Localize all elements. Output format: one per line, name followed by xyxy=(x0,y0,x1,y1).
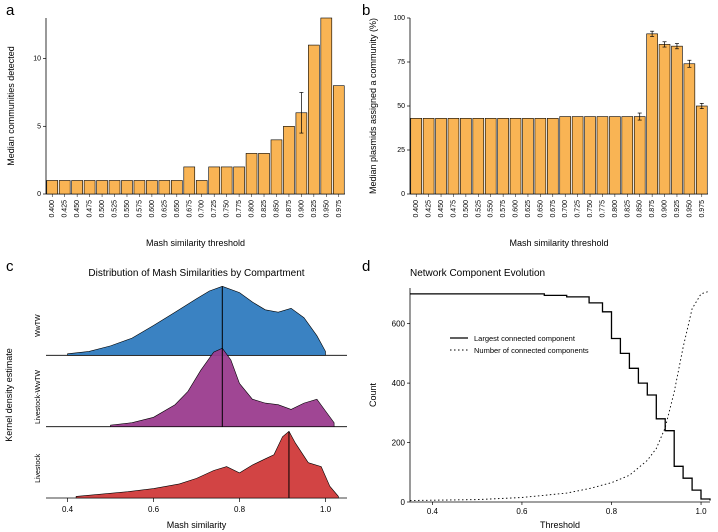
svg-text:Kernel density estimate: Kernel density estimate xyxy=(4,348,14,442)
svg-text:0.600: 0.600 xyxy=(513,200,520,218)
svg-text:0.400: 0.400 xyxy=(49,200,56,218)
svg-text:0.725: 0.725 xyxy=(575,200,582,218)
svg-text:0.775: 0.775 xyxy=(599,200,606,218)
svg-text:0.700: 0.700 xyxy=(199,200,206,218)
svg-text:0.8: 0.8 xyxy=(606,507,618,516)
svg-text:0.8: 0.8 xyxy=(234,505,246,514)
chart-b: 0 25 50 75 100 0.400 0.425 0.450 0.475 0.500 0.525… xyxy=(360,0,718,252)
svg-text:Livestock: Livestock xyxy=(35,453,42,483)
svg-text:0.975: 0.975 xyxy=(699,200,706,218)
svg-text:0.975: 0.975 xyxy=(336,200,343,218)
svg-text:0.550: 0.550 xyxy=(488,200,495,218)
svg-text:Mash similarity threshold: Mash similarity threshold xyxy=(509,238,608,248)
svg-text:0.875: 0.875 xyxy=(649,200,656,218)
svg-text:0.575: 0.575 xyxy=(500,200,507,218)
svg-text:Mash similarity threshold: Mash similarity threshold xyxy=(146,238,245,248)
svg-text:400: 400 xyxy=(392,379,406,388)
svg-text:0.950: 0.950 xyxy=(323,200,330,218)
svg-text:0: 0 xyxy=(401,498,406,507)
svg-text:1.0: 1.0 xyxy=(695,507,707,516)
svg-text:0.525: 0.525 xyxy=(475,200,482,218)
svg-text:0.650: 0.650 xyxy=(174,200,181,218)
svg-text:0.750: 0.750 xyxy=(224,200,231,218)
svg-text:Largest connected component: Largest connected component xyxy=(474,334,576,343)
svg-text:75: 75 xyxy=(397,59,405,66)
svg-text:0.675: 0.675 xyxy=(186,200,193,218)
svg-text:0.525: 0.525 xyxy=(112,200,119,218)
svg-text:25: 25 xyxy=(397,147,405,154)
svg-text:0.825: 0.825 xyxy=(261,200,268,218)
svg-text:0.450: 0.450 xyxy=(438,200,445,218)
svg-text:Median plasmids assigned a com: Median plasmids assigned a community (%) xyxy=(368,18,378,194)
chart-c: Distribution of Mash Similarities by Com… xyxy=(0,258,355,532)
svg-text:0.6: 0.6 xyxy=(148,505,160,514)
svg-text:Number of connected components: Number of connected components xyxy=(474,346,589,355)
svg-text:0.850: 0.850 xyxy=(637,200,644,218)
svg-text:200: 200 xyxy=(392,439,406,448)
svg-text:0.625: 0.625 xyxy=(525,200,532,218)
svg-text:0.500: 0.500 xyxy=(99,200,106,218)
panel-a-label: a xyxy=(6,2,14,19)
svg-text:Count: Count xyxy=(368,383,378,408)
svg-text:50: 50 xyxy=(397,103,405,110)
svg-text:10: 10 xyxy=(33,56,41,63)
svg-text:0.850: 0.850 xyxy=(273,200,280,218)
chart-d: Network Component Evolution 0 200 400 600 0.4… xyxy=(360,258,718,532)
svg-text:0.900: 0.900 xyxy=(298,200,305,218)
svg-text:Distribution of Mash Similarit: Distribution of Mash Similarities by Com… xyxy=(88,268,304,279)
svg-text:5: 5 xyxy=(37,123,41,130)
svg-text:0.800: 0.800 xyxy=(249,200,256,218)
svg-text:Mash similarity: Mash similarity xyxy=(167,520,227,530)
svg-text:0.4: 0.4 xyxy=(62,505,74,514)
svg-text:0.450: 0.450 xyxy=(74,200,81,218)
svg-text:0.4: 0.4 xyxy=(427,507,439,516)
svg-text:100: 100 xyxy=(393,15,405,22)
svg-text:Median communities detected: Median communities detected xyxy=(6,46,16,166)
svg-text:0.425: 0.425 xyxy=(62,200,69,218)
panel-d-label: d xyxy=(362,258,370,275)
panel-c: c Distribution of Mash Similarities by C… xyxy=(0,258,355,532)
svg-text:0.6: 0.6 xyxy=(516,507,528,516)
panel-b-label: b xyxy=(362,2,370,19)
svg-text:0.650: 0.650 xyxy=(537,200,544,218)
svg-text:Network Component Evolution: Network Component Evolution xyxy=(410,268,545,279)
panel-b: b 0 25 50 75 100 0.400 0.425 0.450 0.475 0.500 0.5… xyxy=(360,0,718,252)
svg-text:0.900: 0.900 xyxy=(662,200,669,218)
svg-text:0.950: 0.950 xyxy=(686,200,693,218)
svg-text:0: 0 xyxy=(401,191,405,198)
svg-text:0.825: 0.825 xyxy=(624,200,631,218)
svg-text:0.550: 0.550 xyxy=(124,200,131,218)
svg-text:600: 600 xyxy=(392,320,406,329)
svg-text:0.875: 0.875 xyxy=(286,200,293,218)
svg-text:0.700: 0.700 xyxy=(562,200,569,218)
svg-text:0.475: 0.475 xyxy=(87,200,94,218)
svg-text:0.475: 0.475 xyxy=(450,200,457,218)
svg-text:0: 0 xyxy=(37,191,41,198)
svg-text:0.625: 0.625 xyxy=(161,200,168,218)
svg-text:0.925: 0.925 xyxy=(311,200,318,218)
panel-c-label: c xyxy=(6,258,14,275)
svg-text:0.725: 0.725 xyxy=(211,200,218,218)
svg-text:0.800: 0.800 xyxy=(612,200,619,218)
svg-text:0.425: 0.425 xyxy=(426,200,433,218)
svg-text:0.600: 0.600 xyxy=(149,200,156,218)
svg-text:0.575: 0.575 xyxy=(136,200,143,218)
svg-text:1.0: 1.0 xyxy=(320,505,332,514)
svg-text:WwTW: WwTW xyxy=(35,314,42,337)
panel-a: a 0 5 10 0.400 0.425 0.450 0.475 0.500 0.525 0.55… xyxy=(0,0,355,252)
svg-text:0.500: 0.500 xyxy=(463,200,470,218)
svg-text:0.925: 0.925 xyxy=(674,200,681,218)
svg-text:0.400: 0.400 xyxy=(413,200,420,218)
chart-a: 0 5 10 0.400 0.425 0.450 0.475 0.500 0.525 0.550 0… xyxy=(0,0,355,252)
svg-text:0.775: 0.775 xyxy=(236,200,243,218)
svg-text:Livestock-WwTW: Livestock-WwTW xyxy=(35,370,42,424)
svg-text:0.675: 0.675 xyxy=(550,200,557,218)
panel-d: d Network Component Evolution 0 200 400 600 0… xyxy=(360,258,718,532)
svg-text:Threshold: Threshold xyxy=(540,520,580,530)
svg-text:0.750: 0.750 xyxy=(587,200,594,218)
